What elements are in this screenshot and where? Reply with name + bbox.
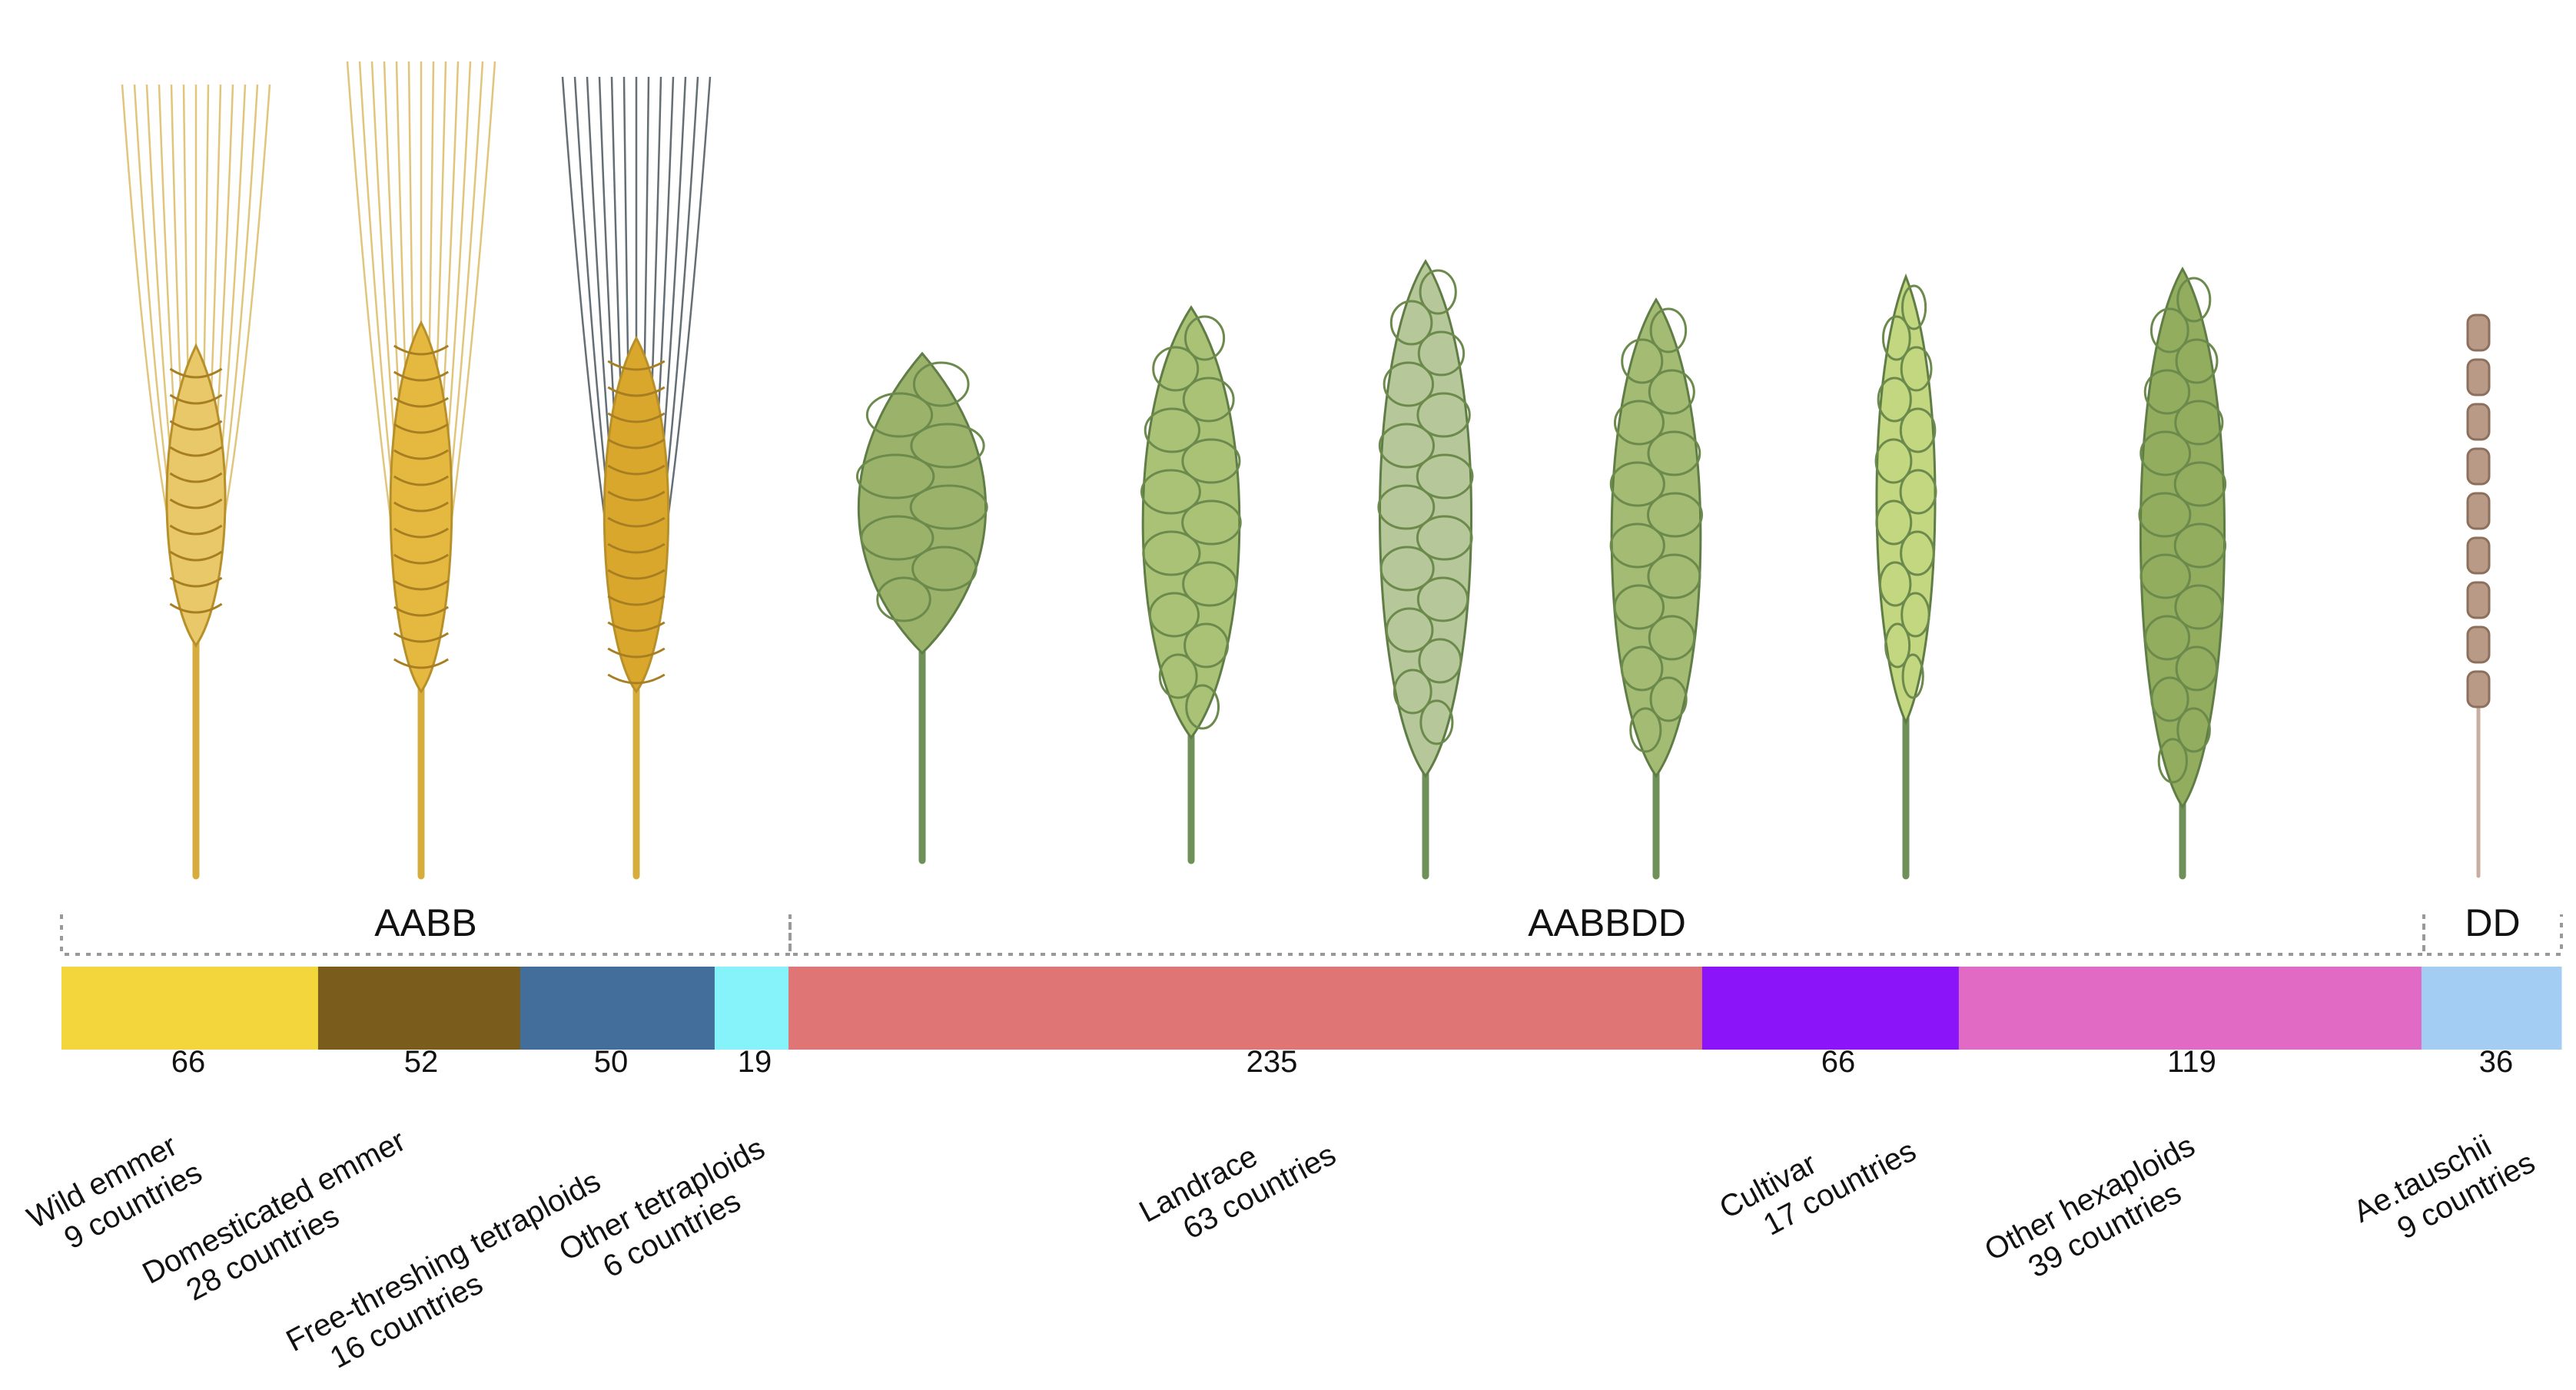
bar-segment-domesticated-emmer [317,967,521,1050]
wheat-spike-3 [561,76,712,880]
wheat-spike-5 [1140,305,1242,864]
ploidy-label-aabb: AABB [374,901,477,944]
count-ae-tauschii: 36 [2478,1045,2514,1079]
count-cultivar: 66 [1821,1045,1856,1079]
count-wild-emmer: 66 [171,1045,206,1079]
ploidy-label-aabbdd: AABBDD [1528,901,1686,944]
ploidy-brackets [60,914,2563,956]
wheat-spike-6 [1377,259,1474,880]
wheat-spike-8 [1874,273,1937,880]
count-landrace: 235 [1246,1045,1298,1079]
wheat-spike-4 [855,351,988,864]
bar-segment-landrace [788,967,1703,1050]
bar-segment-cultivar [1701,967,1960,1050]
accession-bar [61,967,2562,1050]
ploidy-label-dd: DD [2465,901,2521,944]
wheat-spike-10 [2466,313,2491,878]
wheat-spike-2 [346,61,496,880]
wheat-spike-7 [1609,297,1703,880]
bar-segment-wild-emmer [61,967,319,1050]
count-other-tetraploids: 19 [737,1045,772,1079]
bar-segment-other-tetraploids [714,967,789,1050]
count-domesticated-emmer: 52 [403,1045,439,1079]
count-other-hexaploids: 119 [2167,1045,2216,1079]
wheat-spike-9 [2138,266,2227,880]
wheat-spike-1 [121,84,271,880]
bar-segment-free-threshing-tetraploids [520,967,715,1050]
bar-segment-ae-tauschii [2421,967,2562,1050]
wheat-spike-illustrations [121,61,2491,880]
count-free-threshing: 50 [593,1045,629,1079]
bar-segment-other-hexaploids [1958,967,2422,1050]
